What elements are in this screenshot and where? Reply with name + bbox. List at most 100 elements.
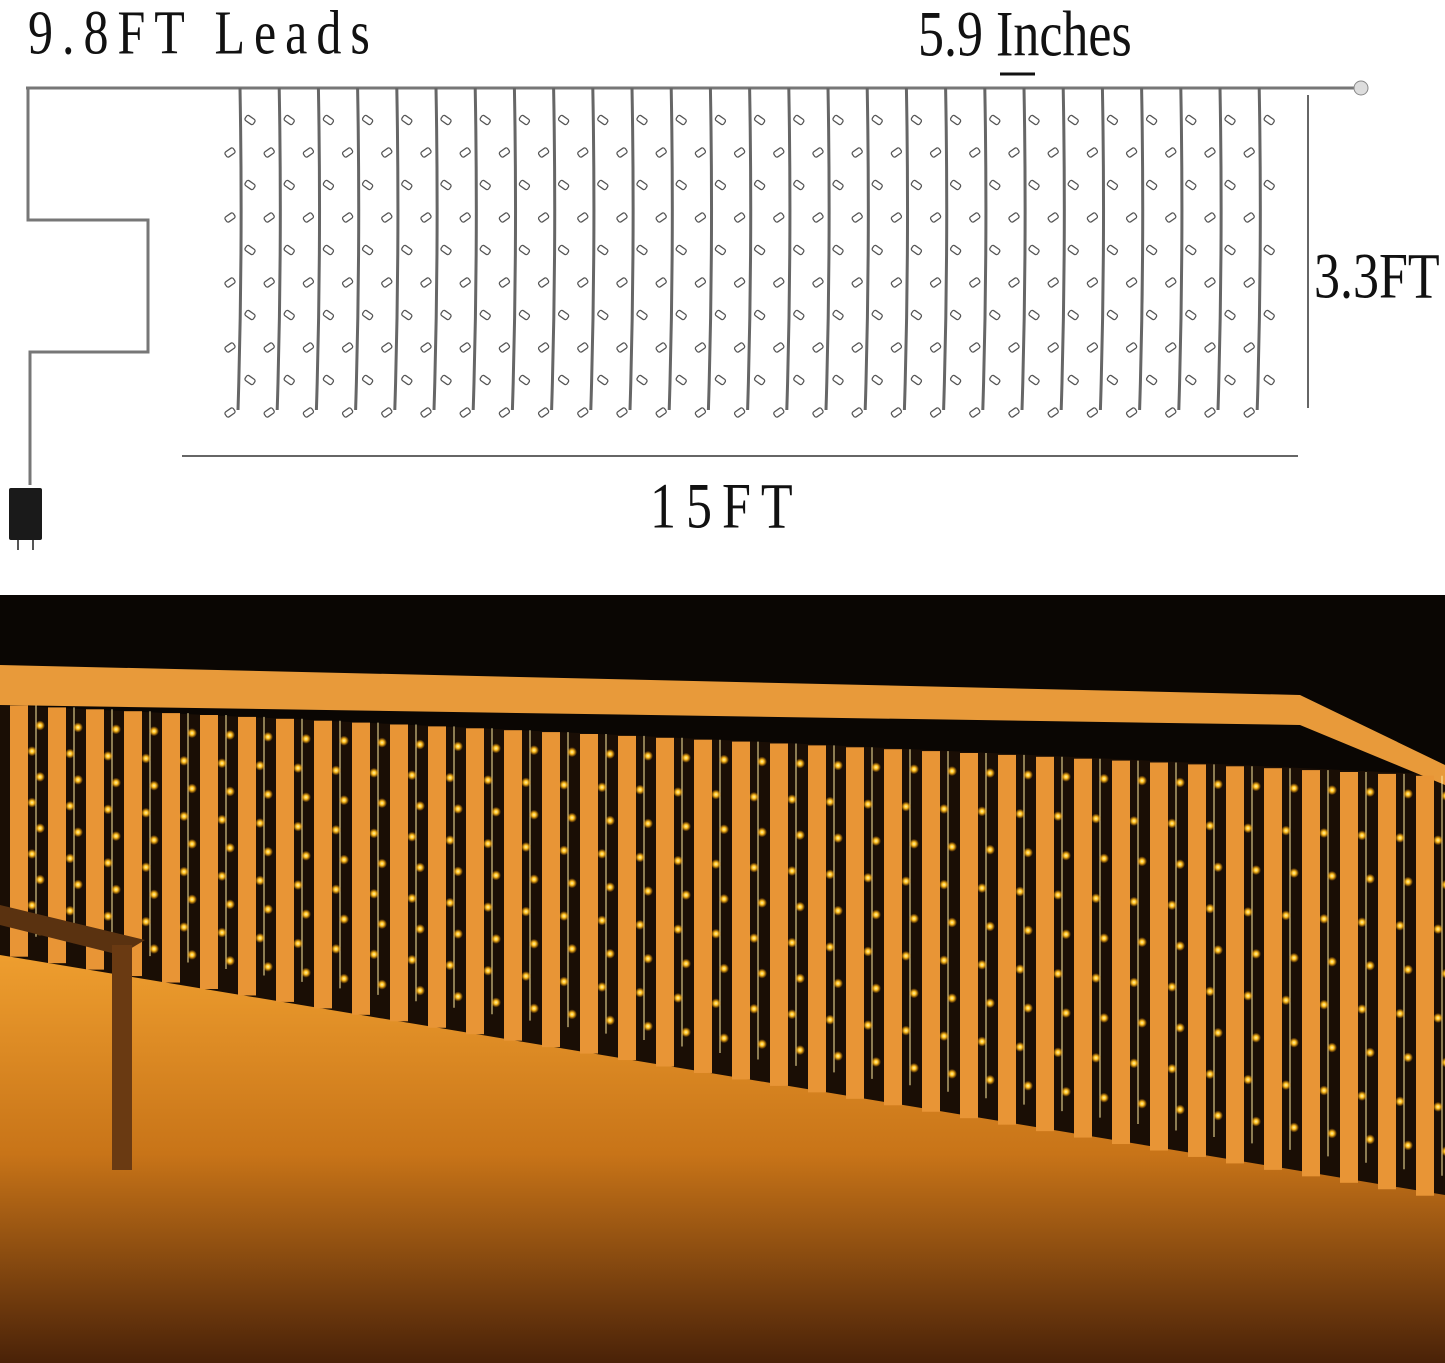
bulb-icon <box>381 342 393 353</box>
light-bulb <box>559 976 569 987</box>
light-bulb <box>871 1056 881 1067</box>
light-strand <box>863 87 870 411</box>
light-bulb <box>749 933 759 944</box>
bulb-icon <box>753 114 766 126</box>
light-bulb <box>871 835 881 846</box>
light-bulb <box>111 831 121 842</box>
baluster <box>770 743 788 1086</box>
light-bulb <box>1053 1047 1063 1058</box>
bulb-icon <box>479 179 491 191</box>
bulb-icon <box>1028 374 1040 386</box>
baluster <box>960 753 978 1119</box>
light-bulb <box>255 760 265 771</box>
light-bulb <box>1137 856 1147 867</box>
bulb-icon <box>655 342 667 353</box>
bulb-icon <box>636 179 648 191</box>
bulb-icon <box>832 114 844 126</box>
light-bulb <box>635 987 645 998</box>
light-bulb <box>567 812 577 823</box>
bulb-icon <box>929 147 942 158</box>
light-bulb <box>711 859 721 870</box>
light-bulb <box>453 741 463 752</box>
light-bulb <box>1175 941 1185 952</box>
bulb-icon <box>557 374 570 386</box>
end-cap <box>1353 80 1369 96</box>
light-bulb <box>1091 973 1101 984</box>
bulb-icon <box>1224 374 1236 386</box>
light-bulb <box>293 821 303 832</box>
baluster <box>314 720 332 1009</box>
light-bulb <box>985 998 995 1009</box>
light-bulb <box>1053 889 1063 900</box>
light-bulb <box>491 870 501 881</box>
bulb-icon <box>1145 374 1158 386</box>
bulb-icon <box>1224 114 1236 126</box>
bulb-icon <box>1165 342 1177 353</box>
bulb-icon <box>244 244 256 256</box>
bulb-icon <box>1263 179 1275 191</box>
bulb-icon <box>989 244 1001 256</box>
light-bulb <box>187 949 197 960</box>
light-bulb <box>901 950 911 961</box>
bulb-icon <box>498 277 511 288</box>
light-bulb <box>1433 1012 1443 1023</box>
bulb-icon <box>479 374 491 386</box>
bulb-icon <box>1165 212 1177 223</box>
bulb-icon <box>479 309 491 321</box>
light-bulb <box>1433 924 1443 935</box>
light-bulb <box>1061 1008 1071 1019</box>
light-bulb <box>757 968 767 979</box>
light-bulb <box>217 871 227 882</box>
bulb-icon <box>812 342 824 353</box>
light-bulb <box>1061 929 1071 940</box>
light-strand <box>393 87 400 411</box>
baluster <box>48 707 66 964</box>
light-bulb <box>331 824 341 835</box>
bulb-icon <box>1204 342 1216 353</box>
light-bulb <box>1205 986 1215 997</box>
light-bulb <box>35 771 45 782</box>
bulb-icon <box>910 114 923 126</box>
light-bulb <box>407 770 417 781</box>
light-bulb <box>179 866 189 877</box>
bulb-icon <box>851 407 863 418</box>
bulb-icon <box>459 342 471 353</box>
light-bulb <box>415 862 425 873</box>
bulb-icon <box>557 309 570 321</box>
baluster <box>1340 772 1358 1183</box>
light-bulb <box>491 997 501 1008</box>
bulb-icon <box>1008 212 1020 223</box>
light-bulb <box>711 998 721 1009</box>
bulb-icon <box>1145 179 1158 191</box>
light-bulb <box>1137 1017 1147 1028</box>
light-bulb <box>187 838 197 849</box>
light-bulb <box>1403 876 1413 887</box>
baluster <box>580 734 598 1054</box>
bulb-icon <box>890 407 903 418</box>
bulb-icon <box>1047 147 1059 158</box>
bulb-icon <box>616 407 628 418</box>
bulb-icon <box>694 277 707 288</box>
light-bulb <box>1281 995 1291 1006</box>
light-bulb <box>149 889 159 900</box>
bulb-icon <box>733 277 746 288</box>
light-bulb <box>529 1003 539 1014</box>
light-bulb <box>1053 968 1063 979</box>
bulb-icon <box>577 342 589 353</box>
light-bulb <box>73 827 83 838</box>
bulb-icon <box>498 147 511 158</box>
light-bulb <box>567 747 577 758</box>
light-bulb <box>331 884 341 895</box>
bulb-icon <box>361 374 374 386</box>
baluster <box>10 705 28 957</box>
bulb-icon <box>1086 342 1099 353</box>
light-bulb <box>947 1068 957 1079</box>
bulb-icon <box>1185 374 1197 386</box>
baluster <box>1226 766 1244 1164</box>
light-bulb <box>339 914 349 925</box>
bulb-icon <box>263 342 275 353</box>
light-bulb <box>529 874 539 885</box>
bulb-icon <box>890 342 903 353</box>
bulb-icon <box>498 407 511 418</box>
